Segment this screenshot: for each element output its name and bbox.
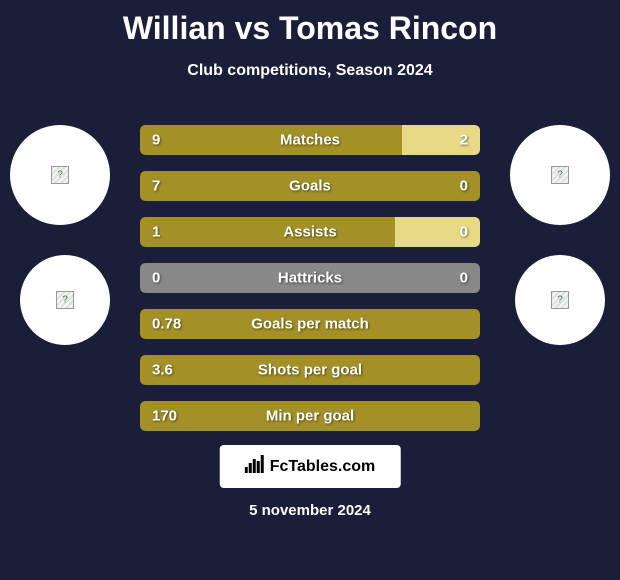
stat-row: 0 Hattricks 0	[140, 263, 480, 293]
stat-bar-left	[140, 217, 395, 247]
stat-value-left: 3.6	[152, 362, 173, 379]
page-subtitle: Club competitions, Season 2024	[0, 62, 620, 80]
stat-label: Goals	[289, 178, 331, 195]
chart-bars-icon	[245, 455, 265, 478]
brand-label: FcTables.com	[270, 458, 376, 476]
team2-avatar	[515, 255, 605, 345]
placeholder-image-icon	[551, 166, 569, 184]
stat-value-right: 2	[460, 132, 468, 149]
stats-comparison: 9 Matches 2 7 Goals 0 1 Assists 0 0 Hattricks 0 0.78…	[140, 125, 480, 447]
placeholder-image-icon	[551, 291, 569, 309]
footer-brand[interactable]: FcTables.com	[220, 445, 401, 488]
stat-value-right: 0	[460, 224, 468, 241]
stat-label: Min per goal	[266, 408, 354, 425]
page-title: Willian vs Tomas Rincon	[0, 0, 620, 47]
stat-row: 170 Min per goal	[140, 401, 480, 431]
stat-value-right: 0	[460, 178, 468, 195]
stat-value-left: 1	[152, 224, 160, 241]
placeholder-image-icon	[51, 166, 69, 184]
stat-row: 7 Goals 0	[140, 171, 480, 201]
placeholder-image-icon	[56, 291, 74, 309]
stat-value-right: 0	[460, 270, 468, 287]
stat-label: Goals per match	[251, 316, 369, 333]
stat-row: 9 Matches 2	[140, 125, 480, 155]
stat-value-left: 0.78	[152, 316, 181, 333]
player1-avatar	[10, 125, 110, 225]
stat-label: Matches	[280, 132, 340, 149]
stat-row: 3.6 Shots per goal	[140, 355, 480, 385]
stat-bar-right	[402, 125, 480, 155]
stat-label: Assists	[283, 224, 336, 241]
team1-avatar	[20, 255, 110, 345]
footer-date: 5 november 2024	[249, 502, 371, 519]
stat-value-left: 9	[152, 132, 160, 149]
stat-row: 0.78 Goals per match	[140, 309, 480, 339]
stat-row: 1 Assists 0	[140, 217, 480, 247]
stat-value-left: 0	[152, 270, 160, 287]
stat-label: Shots per goal	[258, 362, 362, 379]
stat-value-left: 7	[152, 178, 160, 195]
stat-label: Hattricks	[278, 270, 342, 287]
stat-value-left: 170	[152, 408, 177, 425]
stat-bar-left	[140, 125, 402, 155]
player2-avatar	[510, 125, 610, 225]
